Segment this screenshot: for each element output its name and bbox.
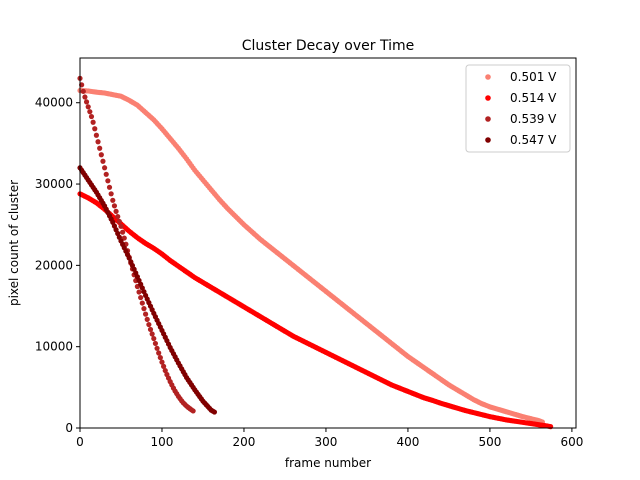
data-point [211, 409, 218, 415]
series-0-547-v [77, 165, 218, 415]
legend: 0.501 V 0.514 V 0.539 V 0.547 V [465, 64, 571, 153]
data-point [152, 340, 159, 347]
data-point [98, 152, 104, 158]
data-point [118, 223, 124, 229]
data-point [142, 311, 149, 317]
data-point [110, 197, 116, 203]
data-point [82, 94, 88, 100]
data-point [146, 321, 152, 328]
data-point [161, 363, 167, 369]
legend-label: 0.501 V [510, 70, 557, 84]
data-point [120, 229, 126, 235]
data-point [106, 184, 113, 190]
legend-marker [485, 116, 491, 122]
x-tick-label: 0 [76, 435, 84, 449]
y-axis: 0 10000 20000 30000 40000 [35, 96, 80, 435]
data-point [108, 191, 114, 197]
x-tick-label: 200 [233, 435, 256, 449]
data-point [100, 158, 106, 164]
x-tick-label: 400 [396, 435, 419, 449]
data-point [80, 88, 86, 94]
plot-frame [79, 57, 577, 429]
data-point [111, 203, 118, 209]
x-axis: 0 100 200 300 400 500 600 [76, 428, 583, 449]
series-0-514-v [77, 191, 554, 430]
x-tick-label: 600 [560, 435, 583, 449]
data-point [159, 359, 165, 365]
data-point [93, 132, 99, 138]
data-point [88, 113, 95, 120]
y-tick-label: 30000 [35, 177, 73, 191]
legend-label: 0.547 V [510, 133, 557, 147]
data-point [151, 335, 157, 342]
data-point [113, 208, 119, 214]
legend-marker [485, 74, 491, 80]
x-tick-label: 500 [478, 435, 501, 449]
data-point [115, 213, 121, 220]
data-point [156, 350, 162, 356]
y-tick-label: 40000 [35, 96, 73, 110]
data-point [144, 316, 150, 322]
data-point [154, 345, 160, 351]
series-0-501-v [77, 87, 545, 425]
data-point [105, 178, 111, 184]
data-point [190, 408, 196, 414]
data-point [116, 218, 122, 225]
data-point [139, 300, 145, 306]
data-point [162, 367, 168, 374]
data-point [97, 145, 103, 151]
data-point [141, 306, 147, 312]
points-layer [77, 75, 554, 430]
data-point [157, 354, 163, 361]
x-tick-label: 100 [151, 435, 174, 449]
data-point [138, 294, 144, 301]
y-tick-label: 0 [65, 421, 73, 435]
legend-box [465, 64, 571, 153]
legend-label: 0.539 V [510, 112, 557, 126]
data-point [102, 165, 108, 171]
data-point [83, 99, 90, 105]
legend-marker [485, 95, 491, 101]
y-tick-label: 20000 [35, 258, 73, 272]
data-point [136, 289, 142, 295]
y-axis-label: pixel count of cluster [7, 180, 21, 306]
data-point [85, 104, 91, 110]
chart-title: Cluster Decay over Time [242, 38, 414, 54]
data-point [103, 171, 109, 177]
data-point [149, 331, 155, 337]
legend-marker [485, 137, 491, 143]
data-point [95, 139, 101, 145]
x-tick-label: 300 [314, 435, 337, 449]
data-point [92, 126, 98, 132]
data-point [90, 119, 96, 125]
data-point [87, 109, 93, 115]
x-axis-label: frame number [285, 456, 371, 470]
data-point [147, 326, 154, 333]
y-tick-label: 10000 [35, 340, 73, 354]
legend-items: 0.501 V 0.514 V 0.539 V 0.547 V [485, 70, 557, 147]
legend-label: 0.514 V [510, 91, 557, 105]
